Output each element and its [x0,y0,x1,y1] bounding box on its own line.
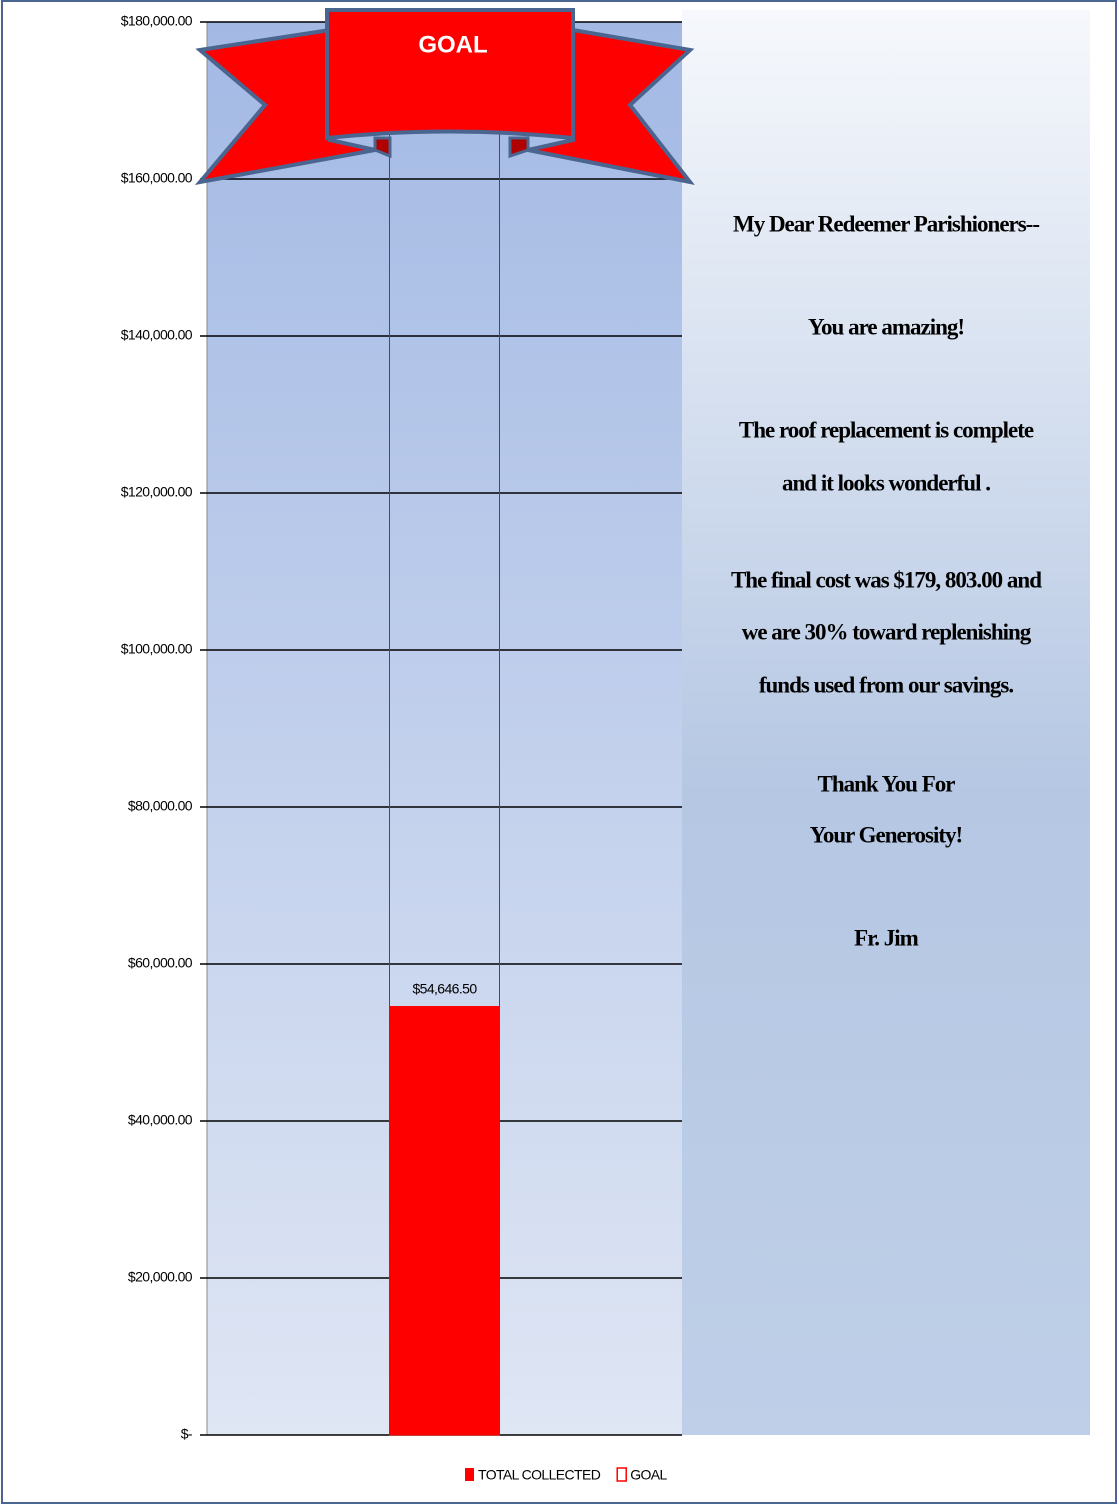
message-line: The roof replacement is complete [739,417,1034,442]
y-tick-label: $100,000.00 [121,641,193,657]
message-line: we are 30% toward replenishing [742,619,1032,644]
legend-label: GOAL [630,1467,667,1483]
legend-label: TOTAL COLLECTED [478,1467,601,1483]
y-tick-label: $140,000.00 [121,327,193,343]
y-tick-label: $180,000.00 [121,13,193,29]
y-tick-label: $40,000.00 [128,1112,193,1128]
y-tick-label: $60,000.00 [128,955,193,971]
y-tick-label: $- [181,1426,193,1442]
y-tick-label: $20,000.00 [128,1269,193,1285]
message-line: My Dear Redeemer Parishioners-- [733,211,1039,236]
legend-swatch [616,1467,627,1482]
message-line: Your Generosity! [810,822,962,847]
message-line: Fr. Jim [854,925,919,950]
legend-swatch [465,1468,474,1481]
message-line: Thank You For [818,771,956,796]
message-line: The final cost was $179, 803.00 and [731,567,1042,592]
banner-fold [373,136,392,159]
y-tick-label: $160,000.00 [121,170,193,186]
bar [389,1006,500,1435]
message-line: funds used from our savings. [759,672,1014,697]
message-panel [682,10,1090,1435]
data-label: $54,646.50 [412,981,477,997]
banner-label: GOAL [418,31,487,58]
y-tick-label: $80,000.00 [128,798,193,814]
y-tick-label: $120,000.00 [121,484,193,500]
banner-center [325,8,575,141]
goal-banner: GOAL [194,8,695,186]
message-line: and it looks wonderful . [782,470,990,495]
message-line: You are amazing! [808,314,964,339]
